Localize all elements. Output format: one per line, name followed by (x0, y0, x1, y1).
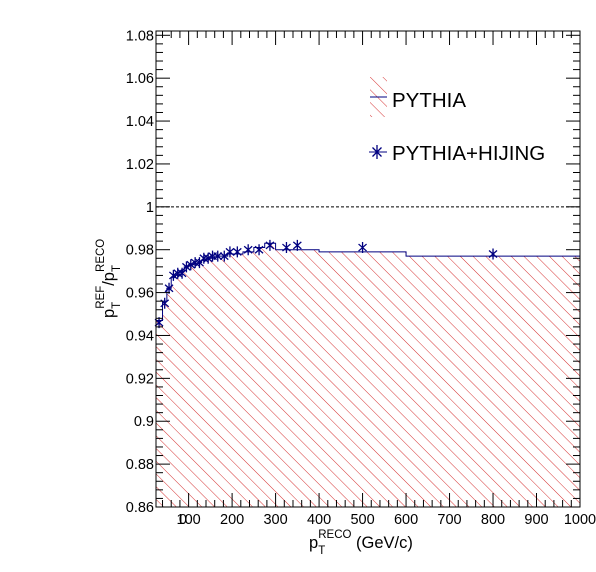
data-point-marker (292, 239, 302, 251)
legend-label-pythia-hijing: PYTHIA+HIJING (392, 142, 545, 165)
data-point-marker (265, 239, 275, 251)
legend: PYTHIA PYTHIA+HIJING (369, 77, 545, 165)
y-tick-label: 0.9 (134, 414, 154, 430)
y-tick-label: 0.92 (126, 371, 154, 387)
data-point-marker (177, 267, 187, 279)
y-axis-title: pTREF/pTRECO (95, 239, 123, 318)
data-point-marker (243, 244, 253, 256)
y-tick-label: 0.88 (126, 457, 154, 473)
legend-entry-pythia: PYTHIA (370, 77, 466, 117)
data-point-marker (232, 246, 242, 258)
data-point-marker (168, 269, 178, 281)
y-tick-labels: 0.86 0.88 0.9 0.92 0.94 0.96 0.98 1 1.02 1.04 1.06… (126, 28, 154, 516)
x-tick-label: 200 (220, 512, 244, 528)
x-tick-label: 500 (350, 512, 374, 528)
y-tick-label: 0.86 (126, 500, 154, 516)
data-point-marker (488, 248, 498, 260)
x-tick-label: 600 (394, 512, 418, 528)
x-tick-label: 300 (263, 512, 287, 528)
data-point-marker (358, 242, 367, 254)
y-tick-label: 1.08 (126, 28, 154, 44)
data-point-marker (182, 261, 191, 273)
x-tick-label: 900 (524, 512, 548, 528)
x-axis-title: pTRECO (GeV/c) (309, 529, 413, 557)
legend-star-marker-icon (372, 145, 382, 159)
x-tick-label: 100 (177, 512, 201, 528)
data-point-marker (213, 250, 223, 262)
data-point-marker (282, 242, 291, 254)
y-tick-label: 0.98 (126, 243, 154, 259)
legend-label-pythia: PYTHIA (392, 89, 466, 112)
data-point-marker (186, 259, 196, 271)
legend-entry-pythia-hijing: PYTHIA+HIJING (369, 142, 545, 165)
plot-frame (155, 30, 581, 508)
data-point-marker (254, 244, 264, 256)
axis-ticks (156, 31, 581, 508)
data-point-marker (203, 252, 213, 264)
y-tick-label: 0.94 (126, 328, 154, 344)
pythia-hijing-markers (154, 239, 498, 329)
x-tick-labels: 100 200 300 400 500 600 700 800 900 1000 0 (177, 512, 596, 528)
x-tick-label: 0 (179, 512, 187, 528)
x-tick-label: 400 (307, 512, 331, 528)
y-tick-label: 1.04 (126, 114, 154, 130)
y-tick-label: 1.06 (126, 71, 154, 87)
data-point-marker (164, 282, 174, 294)
histogram-hatched-fill (156, 243, 580, 507)
y-tick-label: 0.96 (126, 286, 154, 302)
x-tick-label: 700 (437, 512, 461, 528)
y-tick-label: 1.02 (126, 157, 154, 173)
x-tick-label: 1000 (564, 512, 596, 528)
data-point-marker (225, 246, 235, 258)
pythia-histogram (155, 242, 581, 507)
y-tick-label: 1 (146, 200, 154, 216)
x-tick-label: 800 (481, 512, 505, 528)
